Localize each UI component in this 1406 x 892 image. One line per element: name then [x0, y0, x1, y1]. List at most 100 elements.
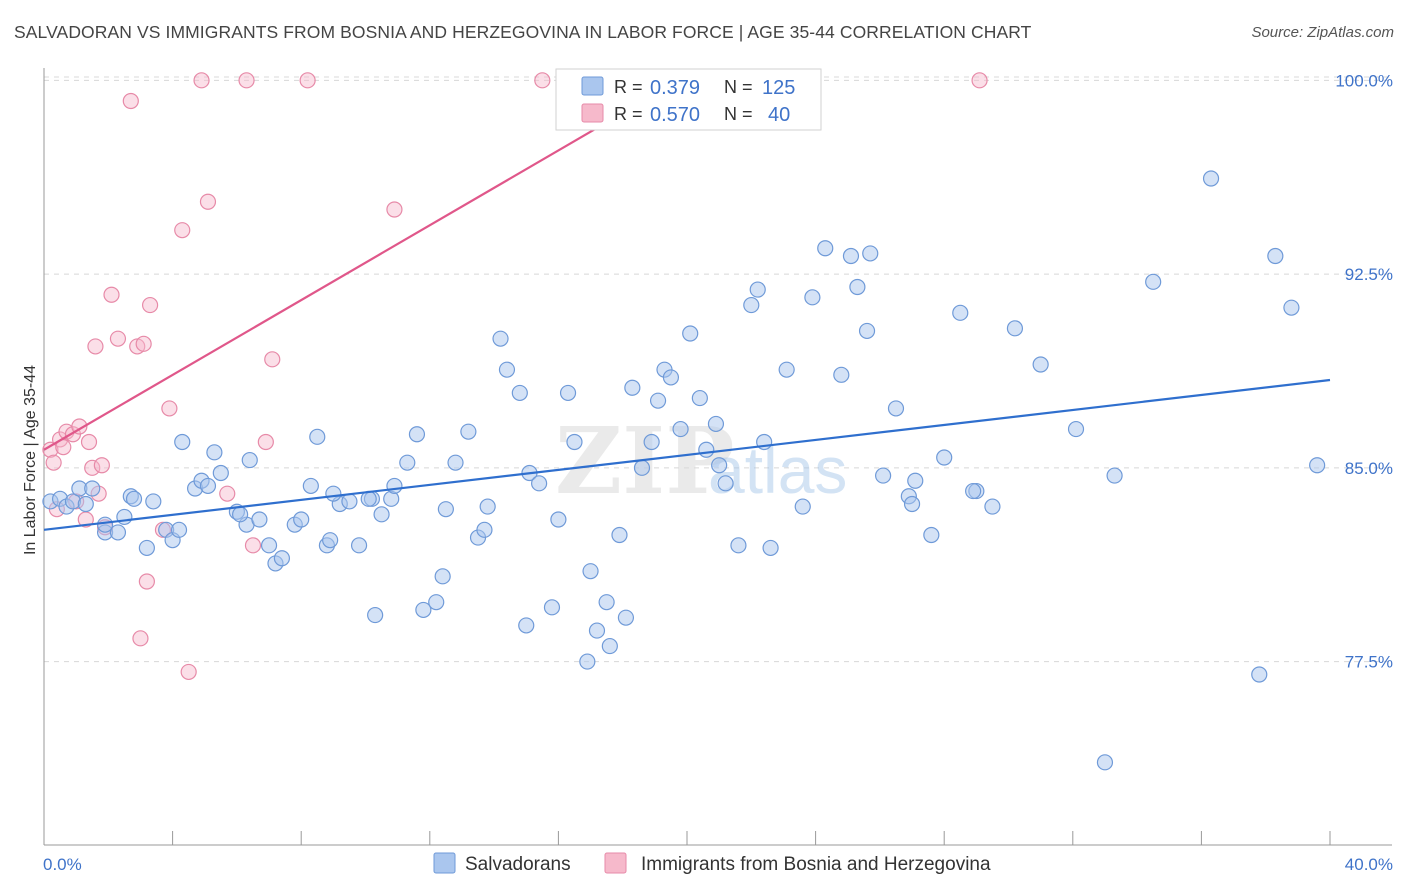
data-point	[559, 384, 577, 402]
y-tick-label: 100.0%	[1335, 71, 1393, 90]
data-point	[42, 441, 59, 458]
data-point	[479, 498, 496, 515]
data-point	[498, 361, 516, 378]
data-point	[257, 433, 274, 451]
data-point	[582, 563, 599, 580]
data-point	[103, 286, 120, 303]
data-point	[84, 459, 101, 476]
chart-title: SALVADORAN VS IMMIGRANTS FROM BOSNIA AND…	[14, 22, 1032, 42]
data-point	[1283, 299, 1300, 316]
data-point	[122, 92, 139, 110]
data-point	[1106, 467, 1123, 484]
data-point	[77, 495, 94, 513]
trend-line-bosnia	[43, 69, 698, 451]
data-point	[138, 539, 155, 557]
data-point	[135, 335, 152, 352]
data-point	[611, 526, 628, 544]
data-point	[434, 568, 451, 585]
data-point	[550, 511, 567, 528]
data-point	[936, 449, 953, 466]
data-point	[293, 511, 310, 528]
data-point	[437, 501, 454, 518]
data-point	[617, 609, 635, 626]
legend-n-value: 40	[768, 104, 790, 126]
data-point	[804, 289, 821, 306]
legend-r-label: R =	[614, 104, 643, 124]
data-point	[717, 475, 734, 492]
data-point	[649, 392, 667, 409]
data-point	[633, 459, 651, 476]
trend-lines	[43, 69, 1331, 531]
data-point	[138, 573, 155, 590]
data-point	[325, 485, 342, 502]
legend-swatch-salvadorans	[581, 76, 604, 96]
data-point	[109, 330, 127, 347]
data-point	[903, 495, 921, 513]
data-point	[887, 400, 905, 417]
data-point	[244, 537, 262, 554]
data-point	[762, 539, 779, 557]
data-point	[273, 550, 291, 567]
y-axis-title: In Labor Force | Age 35-44	[22, 365, 39, 555]
y-tick-labels: 77.5% 85.0% 92.5% 100.0%	[1335, 71, 1393, 671]
x-tick-label: 40.0%	[1345, 855, 1393, 874]
data-point	[1309, 457, 1326, 474]
data-point	[145, 493, 162, 510]
data-point	[174, 433, 191, 451]
data-point	[511, 384, 528, 402]
data-point	[682, 325, 699, 342]
data-point	[492, 330, 509, 347]
axes	[43, 68, 1392, 846]
data-point	[794, 498, 811, 515]
data-point	[264, 351, 281, 368]
data-point	[428, 594, 445, 611]
data-point	[93, 457, 110, 474]
data-point	[743, 296, 760, 314]
data-point	[543, 599, 561, 616]
data-point	[132, 630, 149, 647]
data-point	[241, 451, 258, 469]
data-point	[141, 296, 159, 314]
data-point	[193, 72, 210, 89]
legend-swatch-bosnia	[604, 852, 627, 874]
data-point	[341, 493, 358, 510]
data-point	[109, 524, 127, 541]
data-point	[707, 415, 725, 433]
data-point	[309, 428, 326, 445]
data-point	[875, 467, 892, 484]
data-point	[907, 472, 924, 489]
data-point	[96, 516, 114, 533]
data-point	[833, 366, 850, 383]
data-point	[643, 433, 660, 451]
data-point	[219, 485, 236, 502]
data-point	[579, 653, 596, 670]
data-point	[858, 322, 876, 340]
grid-lines	[44, 76, 1392, 663]
data-point	[598, 594, 615, 611]
data-point	[624, 379, 641, 396]
data-point	[1096, 754, 1114, 771]
data-point	[84, 480, 101, 497]
x-tick-labels: 0.0% 40.0%	[43, 855, 1393, 874]
data-point	[367, 606, 384, 624]
data-point	[125, 490, 143, 507]
data-point	[87, 338, 104, 355]
data-point	[534, 72, 551, 89]
data-point	[1006, 320, 1024, 337]
data-point	[232, 506, 249, 523]
data-point	[350, 537, 368, 554]
data-point	[206, 444, 223, 461]
source-credit: Source: ZipAtlas.com	[1251, 24, 1394, 41]
data-point	[415, 601, 432, 619]
data-point	[1145, 273, 1162, 290]
data-point	[778, 361, 795, 378]
legend-n-label: N =	[724, 77, 753, 97]
data-point	[80, 433, 98, 451]
data-point	[1251, 666, 1268, 683]
data-point	[199, 477, 217, 495]
data-point	[1067, 420, 1085, 438]
data-point	[460, 423, 477, 440]
data-point	[299, 72, 316, 89]
data-point	[711, 457, 728, 474]
